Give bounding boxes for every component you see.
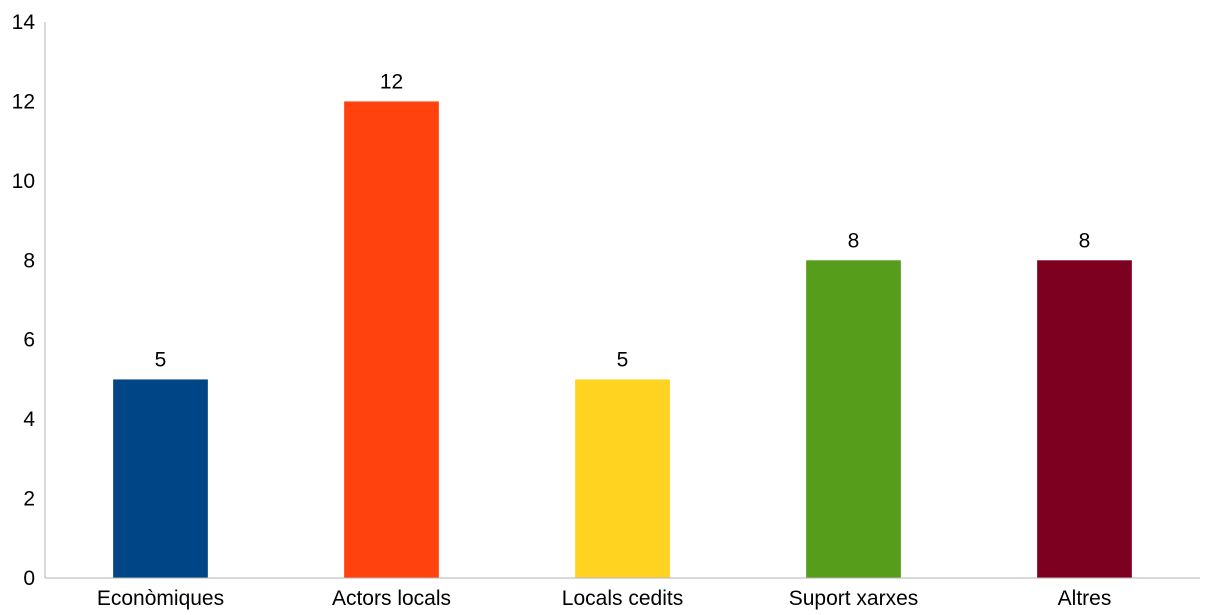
y-tick-label: 6 <box>23 329 35 352</box>
bar <box>113 379 208 578</box>
bar <box>344 101 439 578</box>
bars <box>113 101 1132 578</box>
y-tick-label: 10 <box>12 170 35 193</box>
x-category-label: Locals cedits <box>562 587 683 610</box>
y-tick-label: 0 <box>23 567 35 590</box>
y-tick-label: 2 <box>23 488 35 511</box>
y-tick-label: 8 <box>23 249 35 272</box>
y-tick-label: 4 <box>23 408 35 431</box>
bar <box>1037 260 1132 578</box>
x-category-label: Suport xarxes <box>789 587 919 610</box>
y-tick-label: 12 <box>12 90 35 113</box>
x-category-label: Actors locals <box>332 587 451 610</box>
bar-value-label: 8 <box>848 229 860 252</box>
bar <box>806 260 901 578</box>
bar-value-label: 12 <box>380 70 403 93</box>
bar-value-label: 5 <box>617 348 629 371</box>
x-category-label: Econòmiques <box>97 587 224 610</box>
bar-value-label: 8 <box>1079 229 1091 252</box>
bar <box>575 379 670 578</box>
bar-value-label: 5 <box>155 348 167 371</box>
y-tick-label: 14 <box>12 11 36 34</box>
x-category-label: Altres <box>1058 587 1112 610</box>
x-axis-labels: Econòmiques Actors locals Locals cedits Sup… <box>97 587 1111 610</box>
data-labels: 5 12 5 8 8 <box>155 70 1091 371</box>
y-axis-ticks: 0 2 4 6 8 10 12 14 <box>12 11 36 590</box>
